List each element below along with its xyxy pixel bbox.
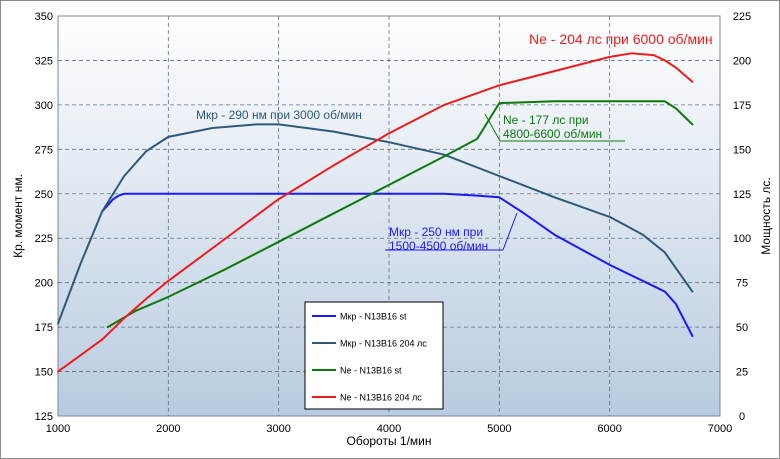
y-right-tick-label: 225 (733, 11, 751, 23)
annotation-text: Мкр - 250 нм при (389, 225, 483, 239)
y-left-tick-label: 225 (35, 233, 53, 245)
y-right-tick-label: 125 (733, 189, 751, 201)
y-left-tick-label: 275 (35, 144, 53, 156)
annotation-text: 1500-4500 об/мин (389, 239, 488, 253)
series-group (57, 52, 694, 373)
y-right-tick-label: 175 (733, 100, 751, 112)
x-tick-label: 7000 (708, 423, 732, 435)
y-left-tick-label: 300 (35, 100, 53, 112)
legend-label: Мкр - N13B16 st (340, 312, 407, 322)
legend: Мкр - N13B16 st Мкр - N13B16 204 лс Ne - N… (304, 301, 444, 410)
y-axis-right-label: Мощность лс. (759, 177, 773, 254)
y-right-tick-label: 150 (733, 144, 751, 156)
legend-box (304, 301, 444, 410)
y-axis-left-label: Кр. момент нм. (11, 174, 25, 258)
series-line-1 (101, 192, 694, 337)
legend-label: Ne - N13B16 204 лс (340, 393, 422, 403)
annotation-text: 4800-6600 об/мин (503, 127, 602, 141)
y-right-tick-label: 200 (733, 55, 751, 67)
x-tick-label: 3000 (266, 423, 290, 435)
annotation-text: Ne - 177 лс при (503, 113, 589, 127)
y-left-tick-label: 325 (35, 55, 53, 67)
y-right-tick-label: 75 (736, 278, 748, 290)
x-tick-label: 1000 (46, 423, 70, 435)
tick-labels: 1000 2000 3000 4000 5000 6000 7000125150175200… (35, 11, 752, 435)
x-axis-label: Обороты 1/мин (346, 434, 431, 448)
legend-label: Мкр - N13B16 204 лс (340, 339, 427, 349)
y-left-tick-label: 350 (35, 11, 53, 23)
x-tick-label: 6000 (597, 423, 621, 435)
x-tick-label: 2000 (156, 423, 180, 435)
y-right-tick-label: 25 (736, 367, 748, 379)
y-right-tick-label: 0 (739, 411, 745, 423)
y-right-tick-label: 100 (733, 233, 751, 245)
series-line-3 (106, 100, 694, 329)
series-line-4 (57, 52, 694, 373)
legend-label: Ne - N13B16 st (340, 366, 402, 376)
y-right-tick-label: 50 (736, 322, 748, 334)
annotation-text: Ne - 204 лс при 6000 об/мин (529, 31, 713, 47)
annotation-leader (502, 212, 518, 251)
annotations: Ne - 204 лс при 6000 об/мин Мкр - 290 нм … (196, 31, 713, 253)
annotation-leader (484, 113, 501, 142)
y-left-tick-label: 250 (35, 189, 53, 201)
y-left-tick-label: 175 (35, 322, 53, 334)
y-left-tick-label: 200 (35, 278, 53, 290)
y-left-tick-label: 125 (35, 411, 53, 423)
series-line-2 (57, 123, 694, 325)
x-tick-label: 4000 (377, 423, 401, 435)
x-tick-label: 5000 (487, 423, 511, 435)
y-left-tick-label: 150 (35, 367, 53, 379)
annotation-text: Мкр - 290 нм при 3000 об/мин (196, 108, 362, 122)
